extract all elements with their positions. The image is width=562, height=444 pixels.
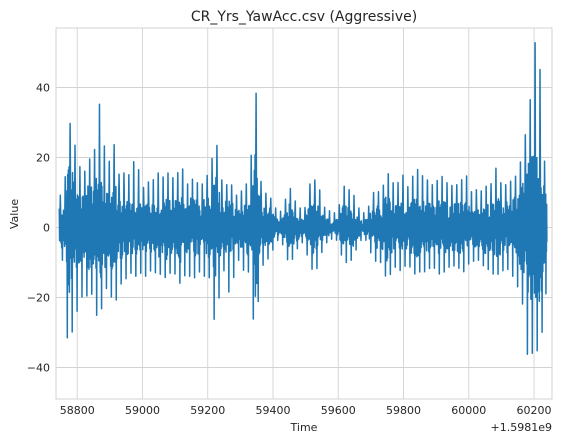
x-tick-label: 58800 — [60, 404, 95, 417]
x-tick-label: 59600 — [321, 404, 356, 417]
series-line — [58, 42, 548, 355]
x-tick-labels: 58800 59000 59200 59400 59600 59800 60000 60200 — [60, 404, 552, 417]
y-tick-label: 0 — [43, 222, 50, 235]
plot-layer — [58, 42, 548, 355]
y-tick-label: 40 — [36, 82, 50, 95]
x-axis-offset-label: +1.5981e9 — [491, 421, 552, 434]
x-axis-label: Time — [290, 421, 318, 434]
x-tick-label: 59200 — [190, 404, 225, 417]
y-tick-labels: −40 −20 0 20 40 — [27, 82, 50, 375]
y-tick-label: −20 — [27, 292, 50, 305]
y-axis-label: Value — [8, 199, 21, 229]
x-tick-label: 59000 — [125, 404, 160, 417]
x-tick-label: 60000 — [451, 404, 486, 417]
y-tick-label: −40 — [27, 362, 50, 375]
plot-frame — [55, 27, 553, 400]
x-tick-label: 59800 — [386, 404, 421, 417]
x-tick-label: 60200 — [517, 404, 552, 417]
x-tick-label: 59400 — [256, 404, 291, 417]
y-tick-label: 20 — [36, 152, 50, 165]
chart-title: CR_Yrs_YawAcc.csv (Aggressive) — [191, 9, 417, 25]
